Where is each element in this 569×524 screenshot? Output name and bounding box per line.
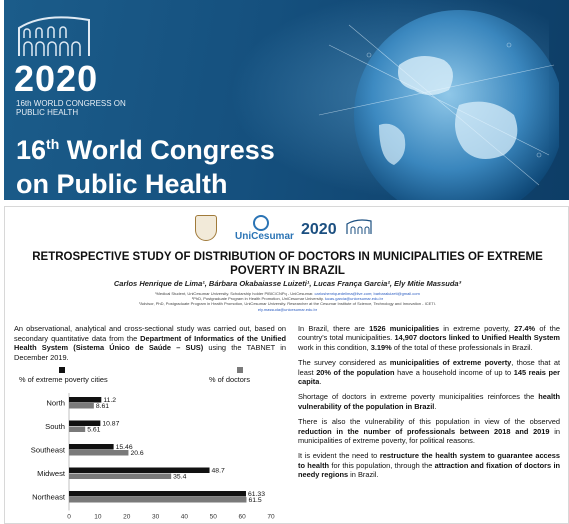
result-paragraph-1: In Brazil, there are 1526 municipalities… [298,324,560,352]
colosseum-logo-icon [18,16,90,56]
value-label: 10.87 [102,421,119,428]
affiliation-1: ¹Medical Student, UniCesumar University.… [155,291,314,296]
x-tick-label: 40 [181,514,189,521]
congress-title: 16th World Congress on Public Health [16,127,336,200]
bar-poverty [69,420,101,426]
congress-year: 2020 [14,58,99,99]
legend-label-poverty: % of extreme poverty cities [19,375,108,384]
congress-banner: 2020 16th WORLD CONGRESS ON PUBLIC HEALT… [4,0,569,200]
category-label: Northeast [32,493,66,502]
bar-poverty [69,467,210,473]
bar-doctors [69,450,129,456]
affiliation-3: ³Advisor, PhD, Postgraduate Program in H… [139,301,436,307]
value-label: 5.61 [87,427,100,434]
category-label: North [46,399,65,408]
x-tick-label: 20 [123,514,131,521]
x-tick-label: 10 [94,514,102,521]
bar-poverty [69,444,114,450]
x-tick-label: 0 [67,514,71,521]
bar-poverty [69,491,246,497]
result-paragraph-3: Shortage of doctors in extreme poverty m… [298,392,560,411]
affiliation-2: ²PhD, Postgraduate Program in Health Pro… [191,296,324,302]
bar-poverty [69,397,102,403]
x-tick-label: 50 [210,514,218,521]
category-label: South [45,422,65,431]
result-paragraph-2: The survey considered as municipalities … [298,358,560,387]
congress-subtitle: 16th WORLD CONGRESS ON PUBLIC HEALTH [16,99,126,117]
value-label: 11.2 [103,397,116,404]
bar-doctors [69,473,172,479]
value-label: 48.7 [212,468,225,475]
bar-doctors [69,497,247,503]
category-label: Southeast [31,446,66,455]
value-label: 20.6 [130,450,143,457]
value-label: 61.5 [248,497,261,504]
mini-colosseum-icon [346,219,372,234]
legend-swatch-doctors [237,367,243,373]
value-label: 61.33 [248,491,265,498]
bar-doctors [69,426,86,432]
result-paragraph-4: There is also the vulnerability of this … [298,417,561,446]
globe-icon [318,10,559,200]
x-tick-label: 30 [152,514,160,521]
results-text: In Brazil, there are 1526 municipalities… [298,324,560,486]
title-sup: th [46,136,60,152]
poster-title: RETROSPECTIVE STUDY OF DISTRIBUTION OF D… [32,251,543,277]
regional-bar-chart: North 11.28.61 South 10.875.61 Southeast 15.4… [31,393,275,521]
poster-authors: Carlos Henrique de Lima¹, Bárbara Okabai… [113,279,462,288]
affiliation-2-link[interactable]: lucas.garcia@unicesumar.edu.br [324,296,384,302]
method-text-start: An observational, analytical and cross-s… [14,324,286,343]
value-label: 35.4 [173,474,186,481]
value-label: 8.61 [96,403,109,410]
category-label: Midwest [37,469,66,478]
value-label: 15.46 [116,444,133,451]
title-line2: on Public Health [16,169,228,199]
title-rest: World Congress [59,135,275,165]
result-paragraph-5: It is evident the need to restructure th… [298,451,561,480]
x-tick-label: 70 [267,514,275,521]
method-text-end: using the TABNET in December 2019. [14,343,286,362]
x-tick-label: 60 [239,514,247,521]
mini-congress-year: 2020 [301,221,337,238]
chart-legend: % of extreme poverty cities % of doctors [19,367,289,391]
affiliation-3-link[interactable]: ely.massuda@unicesumar.edu.br [257,306,318,312]
poster-affiliations: ¹Medical Student, UniCesumar University.… [25,291,550,312]
research-poster: UniCesumar 2020 RETROSPECTIVE STUDY OF D… [4,206,569,524]
affiliation-1-link[interactable]: carloshenriquedelima@live.com; barbaralu… [314,291,420,296]
unicesumar-logo-icon [253,215,269,231]
method-text-bold: Department of Informatics of the Unified… [14,333,286,353]
method-paragraph: An observational, analytical and cross-s… [14,324,286,362]
title-number: 16 [16,135,47,165]
crest-icon [195,215,217,241]
poster-logos: UniCesumar 2020 [195,215,375,245]
legend-label-doctors: % of doctors [209,375,251,384]
unicesumar-logo-text: UniCesumar [235,231,294,242]
legend-swatch-poverty [59,367,65,373]
bar-doctors [69,403,94,409]
